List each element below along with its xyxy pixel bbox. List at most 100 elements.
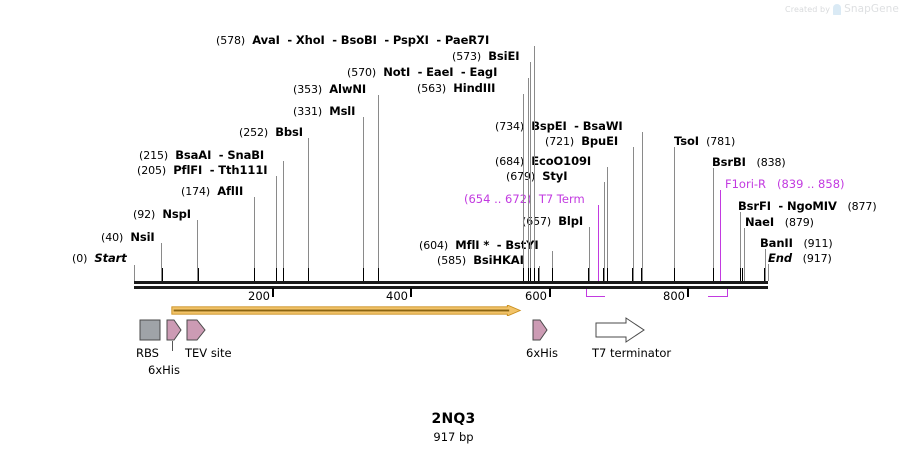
leader-line-f1ori-r — [720, 190, 721, 281]
orf-arrow[interactable] — [156, 305, 536, 316]
leader-line-bspei — [642, 132, 643, 281]
enzyme-label-blpi[interactable]: (657) BlpI — [522, 215, 583, 228]
enzyme-label-aflii[interactable]: (174) AflII — [181, 185, 243, 198]
enzyme-position: (215) — [139, 149, 169, 162]
orf-arrow-core — [173, 309, 510, 312]
enzyme-position: (252) — [239, 126, 269, 139]
snapgene-watermark: Created by SnapGene — [785, 3, 899, 15]
enzyme-label-bpuei[interactable]: (721) BpuEI — [545, 135, 618, 148]
feature-label-t7-term[interactable]: (654 .. 672) T7 Term — [464, 193, 585, 205]
enzyme-label-bbsi[interactable]: (252) BbsI — [239, 126, 303, 139]
leader-line-bsrbi — [713, 168, 714, 281]
site-tick — [198, 268, 199, 281]
enzyme-label-ecoo109i[interactable]: (684) EcoO109I — [495, 155, 591, 168]
leader-line-nspi — [197, 220, 198, 281]
enzyme-name: SnaBI — [227, 148, 265, 162]
leader-line-nsii — [161, 243, 162, 281]
enzyme-label-nspi[interactable]: (92) NspI — [133, 208, 191, 221]
feature-glyph-t7-terminator[interactable] — [595, 317, 645, 343]
leader-line-bsihkai — [539, 266, 540, 281]
enzyme-label-banii[interactable]: BanII (911) — [760, 237, 833, 250]
enzyme-name: NaeI — [745, 215, 775, 229]
enzyme-position: (781) — [706, 135, 736, 148]
enzyme-name: MslI — [329, 104, 356, 118]
enzyme-label-noti-group[interactable]: (570) NotI - EaeI - EagI — [347, 66, 497, 79]
enzyme-label-naei[interactable]: NaeI (879) — [745, 216, 814, 229]
feature-glyph-rbs[interactable] — [139, 319, 161, 341]
start-label: Start — [94, 251, 127, 265]
end-position: (917) — [802, 252, 832, 265]
enzyme-name: PflFI — [173, 163, 203, 177]
enzyme-separator: - — [283, 33, 296, 47]
enzyme-label-bsrfi-group[interactable]: BsrFI - NgoMIV (877) — [738, 200, 877, 213]
site-tick — [552, 268, 553, 281]
feature-glyph-6xhis-1[interactable] — [166, 319, 182, 341]
leader-line-styi — [604, 182, 605, 281]
site-tick — [523, 268, 524, 281]
site-tick — [588, 268, 589, 281]
leader-line-bsiei — [530, 62, 531, 281]
site-tick — [528, 268, 529, 281]
enzyme-label-bsiei[interactable]: (573) BsiEI — [452, 50, 520, 63]
enzyme-name: BanII — [760, 236, 793, 250]
enzyme-label-pflfi-group[interactable]: (205) PflFI - Tth111I — [137, 163, 268, 177]
leader-line-noti — [528, 78, 529, 281]
enzyme-label-start[interactable]: (0) Start — [72, 252, 127, 265]
tev-arrow-shape — [186, 319, 206, 341]
enzyme-label-hindiii[interactable]: (563) HindIII — [417, 82, 495, 95]
enzyme-label-bsihkai[interactable]: (585) BsiHKAI — [437, 254, 524, 267]
site-tick — [363, 268, 364, 281]
enzyme-name: XhoI — [295, 33, 325, 47]
feature-range: (839 .. 858) — [777, 177, 845, 191]
enzyme-label-tsoi[interactable]: TsoI (781) — [674, 135, 735, 148]
enzyme-position: (570) — [347, 66, 377, 79]
start-position: (0) — [72, 252, 88, 265]
sequence-backbone-top[interactable] — [134, 281, 768, 284]
enzyme-name: BsrBI — [712, 155, 746, 169]
enzyme-label-avai-group[interactable]: (578) AvaI - XhoI - BsoBI - PspXI - PaeR… — [216, 34, 489, 47]
leader-line-bsrfi — [740, 212, 741, 281]
6xhis-arrow-shape — [166, 319, 182, 341]
enzyme-name: HindIII — [453, 81, 496, 95]
enzyme-position: (604) — [419, 239, 449, 252]
feature-glyph-tev-site[interactable] — [186, 319, 206, 341]
feature-mark-f1ori-r[interactable] — [708, 289, 728, 297]
enzyme-separator: - — [492, 238, 506, 252]
leader-line-msli — [363, 117, 364, 281]
site-tick — [534, 268, 535, 281]
feature-glyph-6xhis-2[interactable] — [532, 319, 548, 341]
enzyme-label-mfli-group[interactable]: (604) MflI * - BstYI — [419, 239, 539, 252]
site-tick — [378, 268, 379, 281]
sequence-backbone-bottom[interactable] — [134, 286, 768, 289]
enzyme-name: BsoBI — [340, 33, 377, 47]
enzyme-position: (585) — [437, 254, 467, 267]
enzyme-label-bsrbi[interactable]: BsrBI (838) — [712, 156, 786, 169]
site-tick — [308, 268, 309, 281]
enzyme-position: (573) — [452, 50, 482, 63]
feature-label-f1ori-r[interactable]: F1ori-R (839 .. 858) — [725, 178, 845, 190]
page-title: 2NQ3 — [431, 411, 476, 427]
enzyme-name: EagI — [469, 65, 498, 79]
enzyme-name: BsrFI — [738, 199, 771, 213]
enzyme-label-nsii[interactable]: (40) NsiI — [101, 231, 155, 244]
enzyme-label-bspei-group[interactable]: (734) BspEI - BsaWI — [495, 120, 623, 133]
enzyme-position: (684) — [495, 155, 525, 168]
site-tick — [632, 268, 633, 281]
site-tick — [764, 268, 765, 281]
enzyme-label-msli[interactable]: (331) MslI — [293, 105, 355, 118]
site-tick — [283, 268, 284, 281]
ruler-label-400: 400 — [386, 289, 408, 303]
feature-mark-t7-term[interactable] — [586, 289, 605, 297]
leader-line-start — [134, 265, 135, 281]
enzyme-label-end[interactable]: End (917) — [768, 252, 832, 265]
enzyme-position: (879) — [784, 216, 814, 229]
feature-name: F1ori-R — [725, 177, 767, 191]
enzyme-position: (911) — [803, 237, 833, 250]
enzyme-position: (578) — [216, 34, 246, 47]
enzyme-label-alwni[interactable]: (353) AlwNI — [293, 83, 366, 96]
enzyme-name: PspXI — [392, 33, 429, 47]
leader-line-t7-term — [598, 205, 599, 281]
enzyme-label-bsaai-group[interactable]: (215) BsaAI - SnaBI — [139, 149, 264, 162]
enzyme-label-styi[interactable]: (679) StyI — [506, 170, 567, 183]
leader-line-bsaai — [283, 161, 284, 281]
